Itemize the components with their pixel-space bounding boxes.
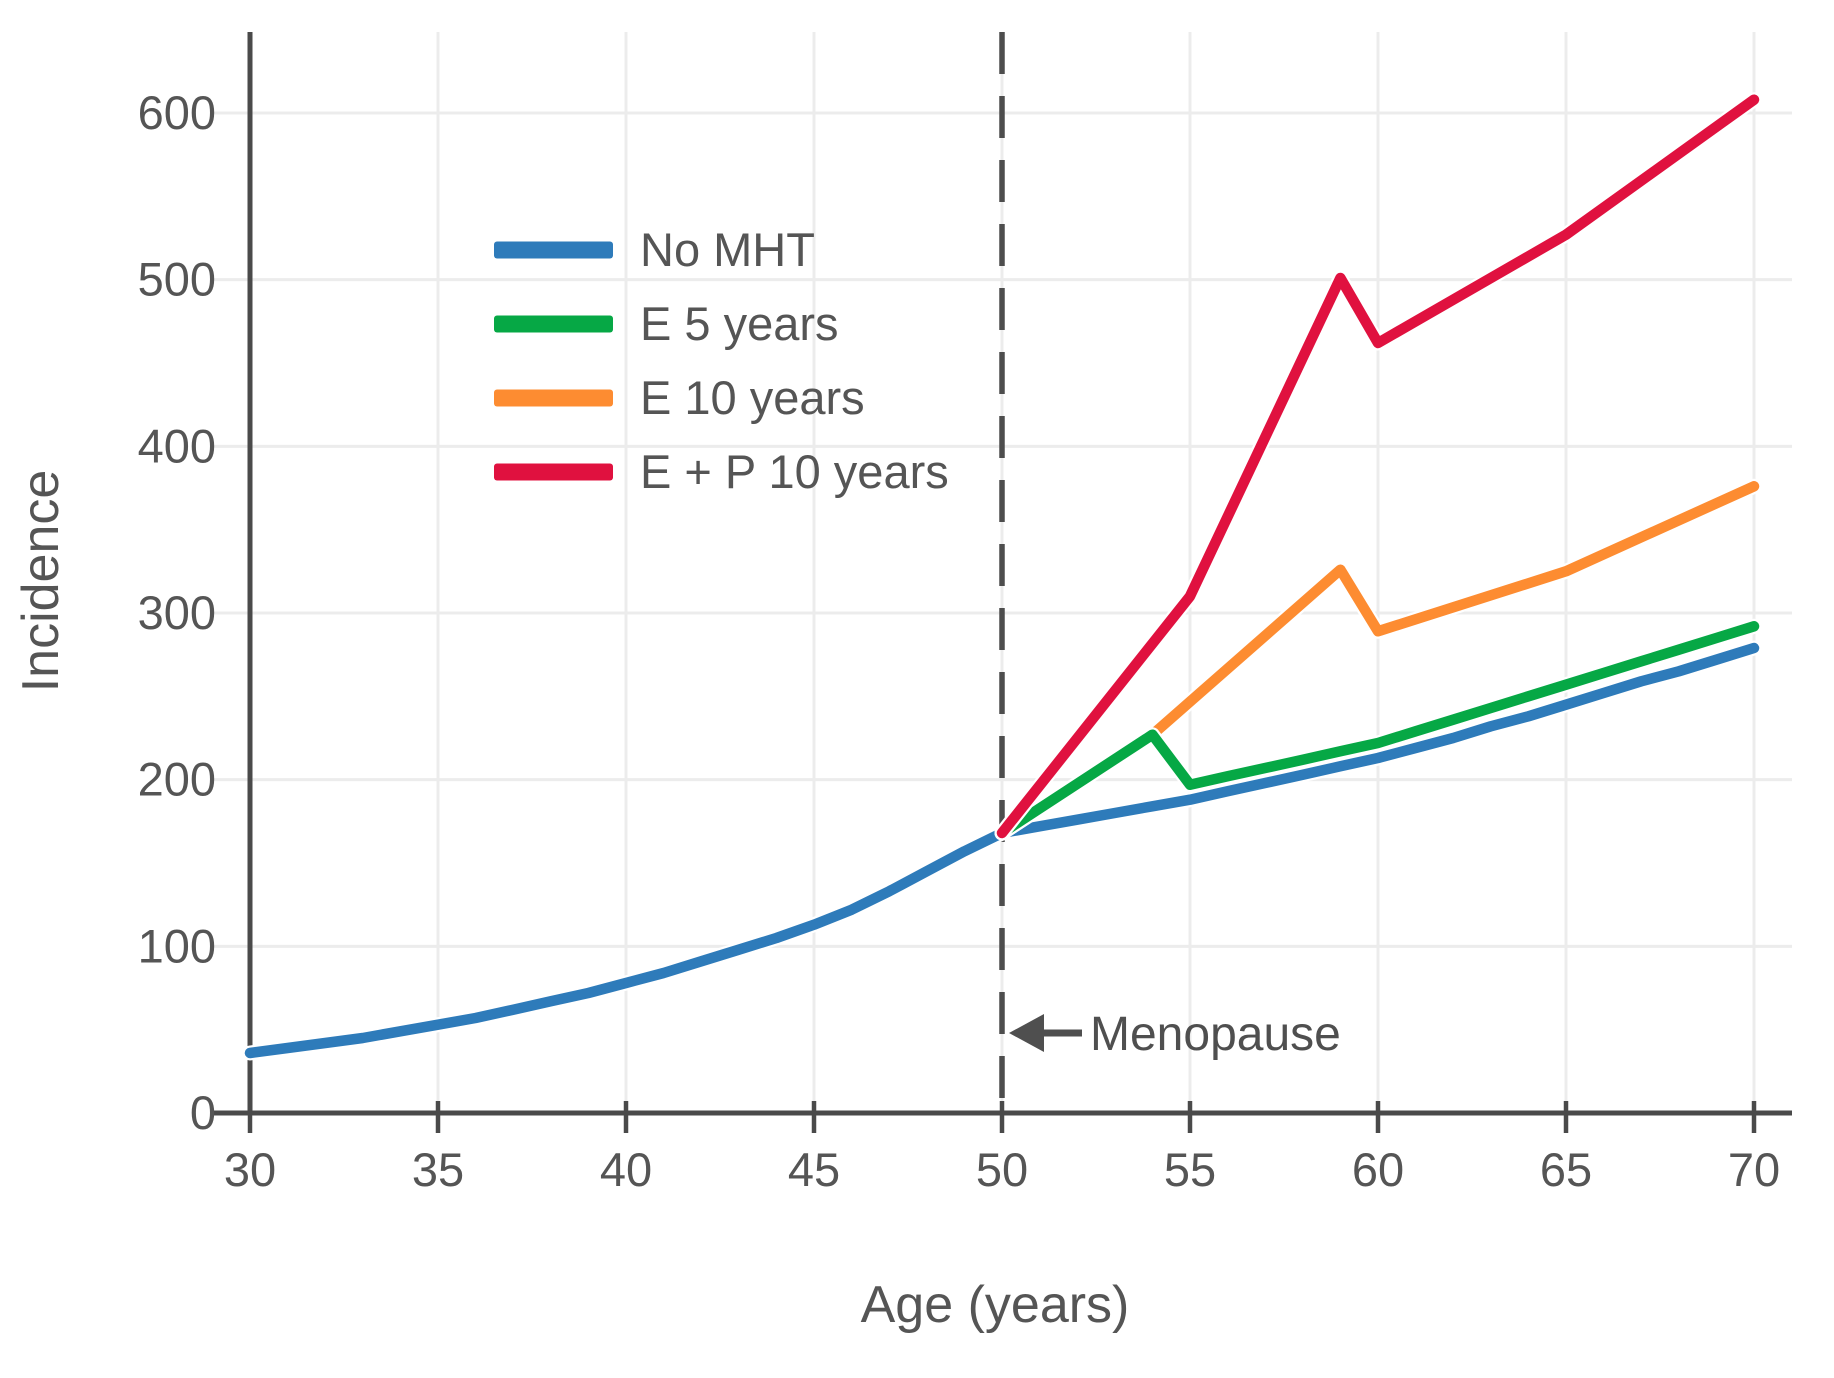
- legend-item: E 5 years: [494, 297, 839, 350]
- y-tick-labels: 0 100 200 300 400 500 600: [138, 86, 216, 1139]
- y-tick-label: 400: [138, 419, 216, 472]
- x-tick-label: 65: [1540, 1143, 1592, 1196]
- x-tick-label: 60: [1352, 1143, 1404, 1196]
- x-axis-label: Age (years): [861, 1276, 1130, 1334]
- x-tick-label: 35: [412, 1143, 464, 1196]
- legend-swatch: [494, 389, 613, 407]
- menopause-label: Menopause: [1090, 1008, 1341, 1061]
- x-tick-labels: 30 35 40 45 50 55 60 65 70: [224, 1143, 1780, 1196]
- legend-swatch: [494, 315, 613, 333]
- data-series: [242, 92, 1762, 1061]
- left-arrow-icon: [1009, 1014, 1044, 1052]
- x-tick-label: 55: [1164, 1143, 1216, 1196]
- y-axis-label: Incidence: [12, 470, 70, 693]
- legend-item: No MHT: [494, 223, 815, 276]
- x-tick-label: 40: [600, 1143, 652, 1196]
- y-tick-label: 300: [138, 586, 216, 639]
- legend-item: E + P 10 years: [494, 445, 949, 498]
- legend-label: No MHT: [640, 223, 815, 276]
- y-tick-label: 600: [138, 86, 216, 139]
- x-tick-label: 30: [224, 1143, 276, 1196]
- y-tick-label: 0: [190, 1086, 216, 1139]
- series-line-e-p-10-years: [996, 94, 1760, 839]
- legend-swatch: [494, 463, 613, 481]
- y-tick-label: 100: [138, 919, 216, 972]
- legend-label: E 10 years: [640, 371, 865, 424]
- y-tick-label: 200: [138, 753, 216, 806]
- series-line-e-5-years: [996, 621, 1760, 839]
- menopause-annotation: Menopause: [1009, 1008, 1341, 1061]
- legend-swatch: [494, 241, 613, 259]
- x-tick-marks: [247, 1101, 1757, 1133]
- legend-item: E 10 years: [494, 371, 865, 424]
- x-tick-label: 50: [976, 1143, 1028, 1196]
- x-tick-label: 70: [1728, 1143, 1780, 1196]
- legend-label: E + P 10 years: [640, 445, 949, 498]
- x-tick-label: 45: [788, 1143, 840, 1196]
- left-arrow-shaft: [1040, 1029, 1082, 1037]
- y-tick-label: 500: [138, 253, 216, 306]
- legend: No MHT E 5 years E 10 years E + P 10 years: [494, 223, 949, 498]
- legend-label: E 5 years: [640, 297, 839, 350]
